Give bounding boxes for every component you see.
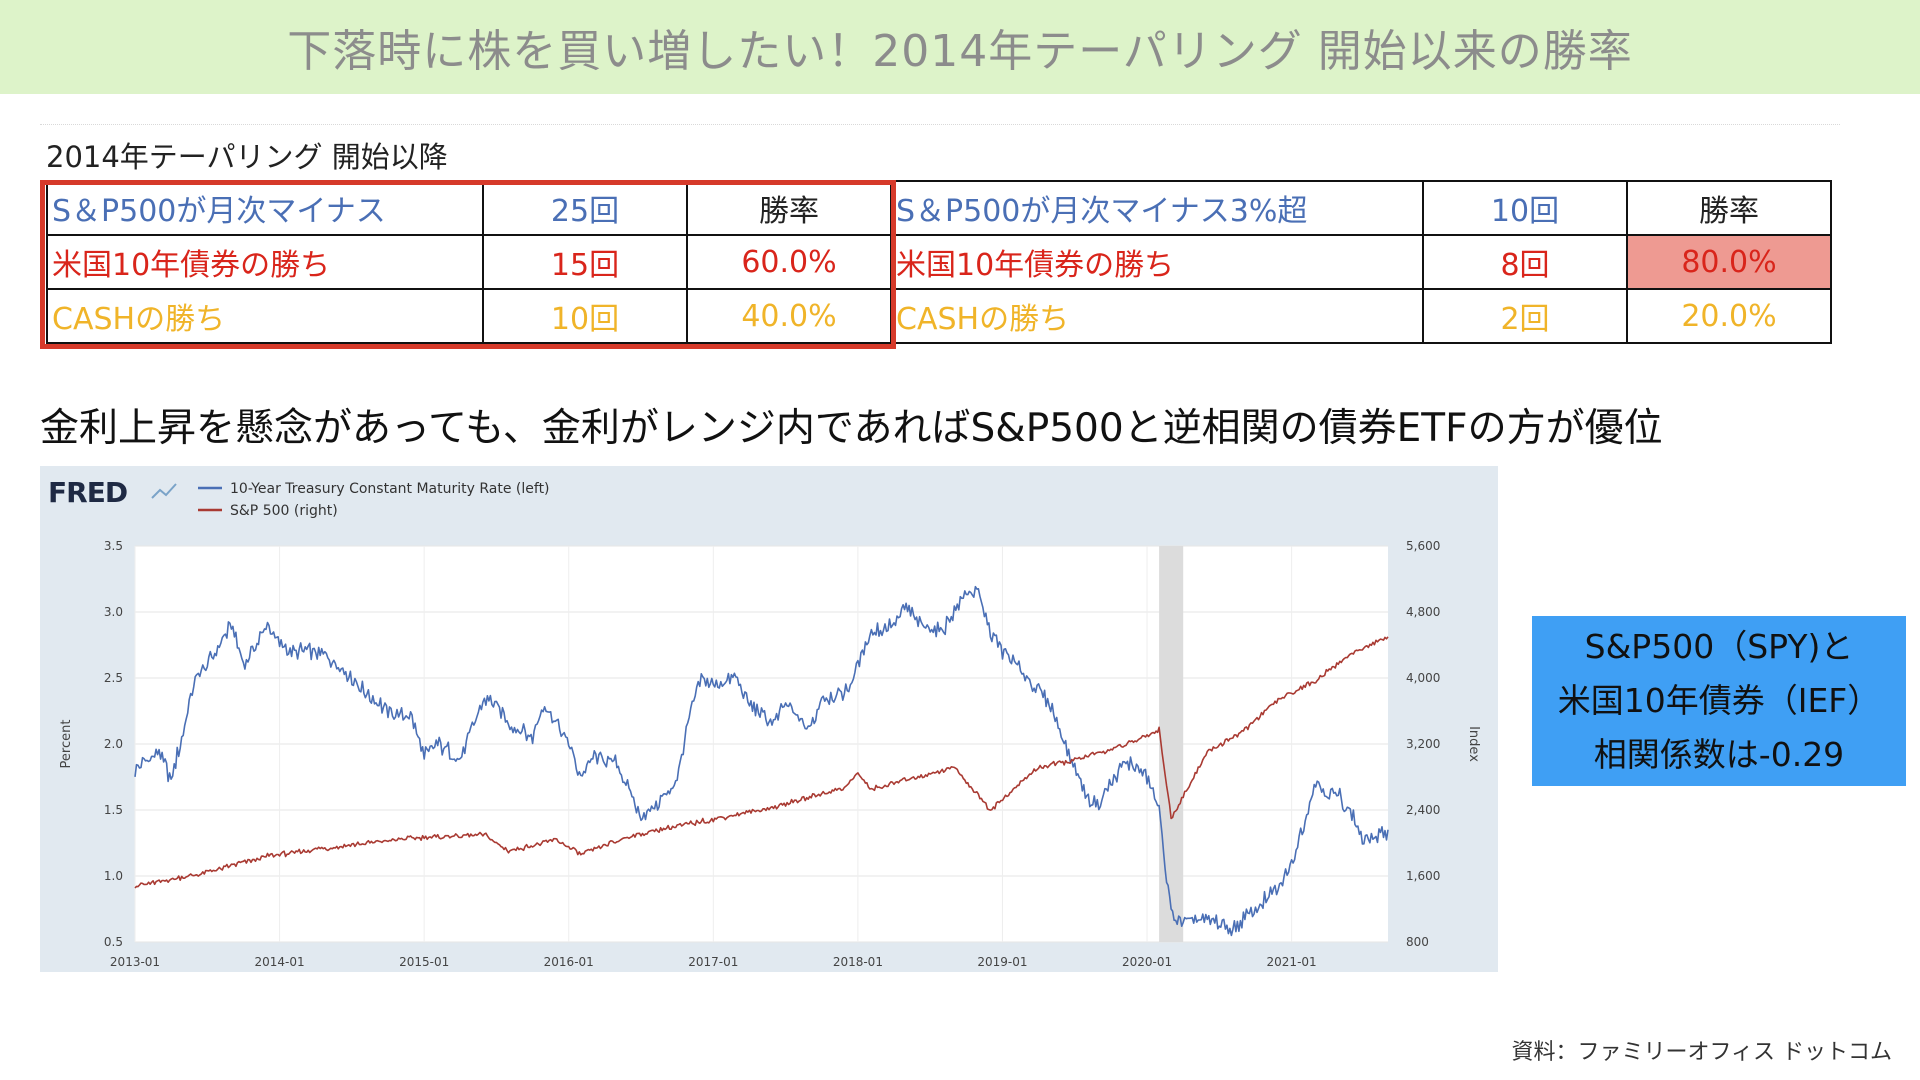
- title-banner: 下落時に株を買い増したい！2014年テーパリング 開始以来の勝率: [0, 0, 1920, 94]
- y-left-axis-title: Percent: [59, 720, 74, 769]
- left-cash-count: 10回: [482, 288, 688, 344]
- y-right-tick-label: 4,000: [1406, 671, 1440, 685]
- right-bond-count: 8回: [1422, 234, 1628, 290]
- table-row: 米国10年債券の勝ち 15回 60.0% 米国10年債券の勝ち 8回 80.0%: [46, 234, 1832, 290]
- win-rate-table: S＆P500が月次マイナス 25回 勝率 S＆P500が月次マイナス3%超 10…: [46, 180, 1832, 344]
- legend-entry: S&P 500 (right): [230, 503, 338, 519]
- x-tick-label: 2016-01: [544, 955, 594, 969]
- page-title: 下落時に株を買い増したい！2014年テーパリング 開始以来の勝率: [287, 26, 1633, 77]
- left-header-rate: 勝率: [686, 180, 892, 236]
- x-tick-label: 2017-01: [688, 955, 738, 969]
- left-bond-rate: 60.0%: [686, 234, 892, 290]
- recession-band: [1159, 546, 1184, 942]
- right-cash-rate: 20.0%: [1626, 288, 1832, 344]
- y-right-tick-label: 5,600: [1406, 539, 1440, 553]
- y-left-tick-label: 0.5: [104, 935, 123, 949]
- x-tick-label: 2018-01: [833, 955, 883, 969]
- source-note: 資料：ファミリーオフィス ドットコム: [1511, 1040, 1892, 1065]
- sp500-line: [134, 636, 1389, 889]
- right-header-count: 10回: [1422, 180, 1628, 236]
- left-bond-label: 米国10年債券の勝ち: [46, 234, 484, 290]
- left-header-count: 25回: [482, 180, 688, 236]
- callout-line-3: 相関係数は-0.29: [1593, 735, 1845, 774]
- right-header-label: S＆P500が月次マイナス3%超: [890, 180, 1424, 236]
- left-bond-count: 15回: [482, 234, 688, 290]
- left-cash-label: CASHの勝ち: [46, 288, 484, 344]
- right-bond-rate: 80.0%: [1626, 234, 1832, 290]
- divider: [40, 124, 1840, 125]
- callout-line-2: 米国10年債券（IEF）: [1557, 681, 1881, 720]
- y-right-tick-label: 1,600: [1406, 869, 1440, 883]
- y-left-tick-label: 1.0: [104, 869, 123, 883]
- right-cash-count: 2回: [1422, 288, 1628, 344]
- y-right-axis-title: Index: [1466, 726, 1481, 762]
- right-bond-label: 米国10年債券の勝ち: [890, 234, 1424, 290]
- x-tick-label: 2015-01: [399, 955, 449, 969]
- right-header-rate: 勝率: [1626, 180, 1832, 236]
- right-cash-label: CASHの勝ち: [890, 288, 1424, 344]
- y-left-tick-label: 2.5: [104, 671, 123, 685]
- x-tick-label: 2020-01: [1122, 955, 1172, 969]
- summary-statement: 金利上昇を懸念があっても、金利がレンジ内であればS&P500と逆相関の債券ETF…: [40, 406, 1663, 451]
- y-left-tick-label: 2.0: [104, 737, 123, 751]
- y-right-tick-label: 2,400: [1406, 803, 1440, 817]
- table-row: CASHの勝ち 10回 40.0% CASHの勝ち 2回 20.0%: [46, 288, 1832, 344]
- fred-chart: 0.5 1.0 1.5 2.0 2.5 3.0 3.5 800 1,600 2,400 3,200 4…: [40, 466, 1498, 972]
- correlation-callout: S&P500（SPY)と 米国10年債券（IEF） 相関係数は-0.29: [1532, 616, 1906, 786]
- x-tick-label: 2014-01: [255, 955, 305, 969]
- callout-line-1: S&P500（SPY)と: [1584, 627, 1854, 666]
- left-header-label: S＆P500が月次マイナス: [46, 180, 484, 236]
- table-caption: 2014年テーパリング 開始以降: [46, 140, 448, 174]
- y-right-tick-label: 4,800: [1406, 605, 1440, 619]
- x-tick-label: 2019-01: [977, 955, 1027, 969]
- y-left-tick-label: 3.0: [104, 605, 123, 619]
- y-left-tick-label: 3.5: [104, 539, 123, 553]
- y-right-tick-label: 800: [1406, 935, 1429, 949]
- fred-logo: FRED: [48, 476, 127, 509]
- x-tick-label: 2013-01: [110, 955, 160, 969]
- left-cash-rate: 40.0%: [686, 288, 892, 344]
- x-tick-label: 2021-01: [1267, 955, 1317, 969]
- legend-entry: 10-Year Treasury Constant Maturity Rate …: [230, 481, 550, 497]
- table-row: S＆P500が月次マイナス 25回 勝率 S＆P500が月次マイナス3%超 10…: [46, 180, 1832, 236]
- y-left-tick-label: 1.5: [104, 803, 123, 817]
- fred-logo-graph-icon: [151, 483, 177, 499]
- chart-canvas: 0.5 1.0 1.5 2.0 2.5 3.0 3.5 800 1,600 2,400 3,200 4…: [48, 476, 1481, 969]
- treasury-rate-line: [134, 585, 1389, 937]
- y-right-tick-label: 3,200: [1406, 737, 1440, 751]
